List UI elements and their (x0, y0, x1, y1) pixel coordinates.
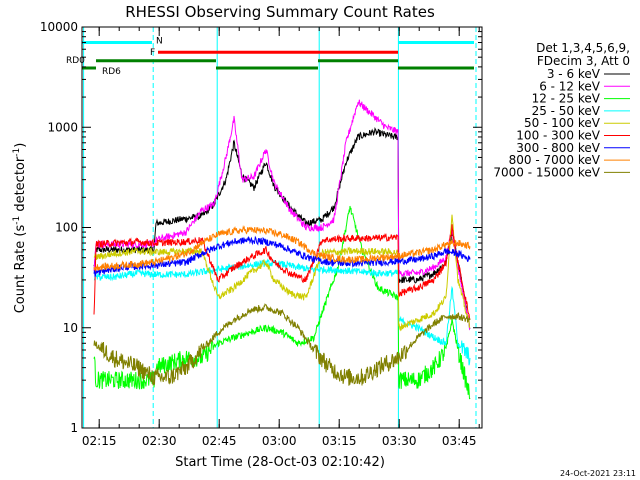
x-tick-label-0: 02:15 (82, 434, 117, 448)
legend-label-2: 12 - 25 keV (532, 92, 601, 106)
legend-label-5: 100 - 300 keV (516, 129, 600, 143)
x-axis-label: Start Time (28-Oct-03 02:10:42) (175, 455, 385, 470)
flag-label-rd6: RD6 (102, 67, 121, 77)
y-axis-label-sup1: -1 (12, 216, 22, 225)
x-tick-label-5: 03:30 (382, 434, 417, 448)
y-tick-label-4: 10000 (40, 20, 78, 34)
legend: Det 1,3,4,5,6,9, FDecim 3, Att 0 3 - 6 k… (493, 41, 630, 179)
timestamp: 24-Oct-2021 23:11 (560, 469, 636, 478)
legend-label-1: 6 - 12 keV (539, 79, 601, 93)
y-tick-label-3: 1000 (47, 120, 78, 134)
series-line-7 (93, 225, 471, 271)
series-line-6 (93, 235, 471, 278)
legend-label-7: 800 - 7000 keV (509, 153, 601, 167)
legend-header-1: Det 1,3,4,5,6,9, (536, 41, 630, 55)
y-axis-label-sup2: -1 (12, 148, 22, 157)
chart-title: RHESSI Observing Summary Count Rates (125, 3, 435, 21)
series-line-2 (93, 205, 471, 400)
y-axis-label-part1: Count Rate (s (13, 225, 28, 314)
y-axis-label: Count Rate (s-1 detector-1) (12, 143, 28, 314)
legend-label-0: 3 - 6 keV (547, 67, 601, 81)
y-tick-label-1: 10 (63, 321, 78, 335)
series-line-4 (93, 214, 471, 332)
y-axis-label-part2: detector (13, 156, 28, 216)
series-line-8 (93, 303, 471, 386)
flag-bars: NF RD0 RD6 (66, 37, 474, 77)
x-tick-label-4: 03:15 (322, 434, 357, 448)
legend-header-2: FDecim 3, Att 0 (537, 54, 630, 68)
x-tick-label-2: 02:45 (202, 434, 237, 448)
flag-label-rd0: RD0 (66, 56, 85, 66)
y-axis-label-part3: ) (13, 143, 28, 148)
flag-label-n: N (156, 37, 163, 47)
legend-label-6: 300 - 800 keV (516, 141, 600, 155)
y-axis: 1 10 100 1000 10000 (40, 20, 482, 435)
x-tick-label-1: 02:30 (142, 434, 177, 448)
flag-label-f: F (150, 48, 155, 58)
series-line-5 (93, 224, 471, 320)
y-tick-label-2: 100 (55, 221, 78, 235)
x-tick-label-3: 03:00 (262, 434, 297, 448)
series-group (93, 99, 471, 400)
legend-label-8: 7000 - 15000 keV (493, 165, 600, 179)
x-axis: 02:15 02:30 02:45 03:00 03:15 03:30 03:45 (82, 27, 480, 448)
x-tick-label-6: 03:45 (442, 434, 477, 448)
legend-label-3: 25 - 50 keV (532, 104, 601, 118)
legend-label-4: 50 - 100 keV (524, 116, 601, 130)
y-tick-label-0: 1 (70, 421, 78, 435)
